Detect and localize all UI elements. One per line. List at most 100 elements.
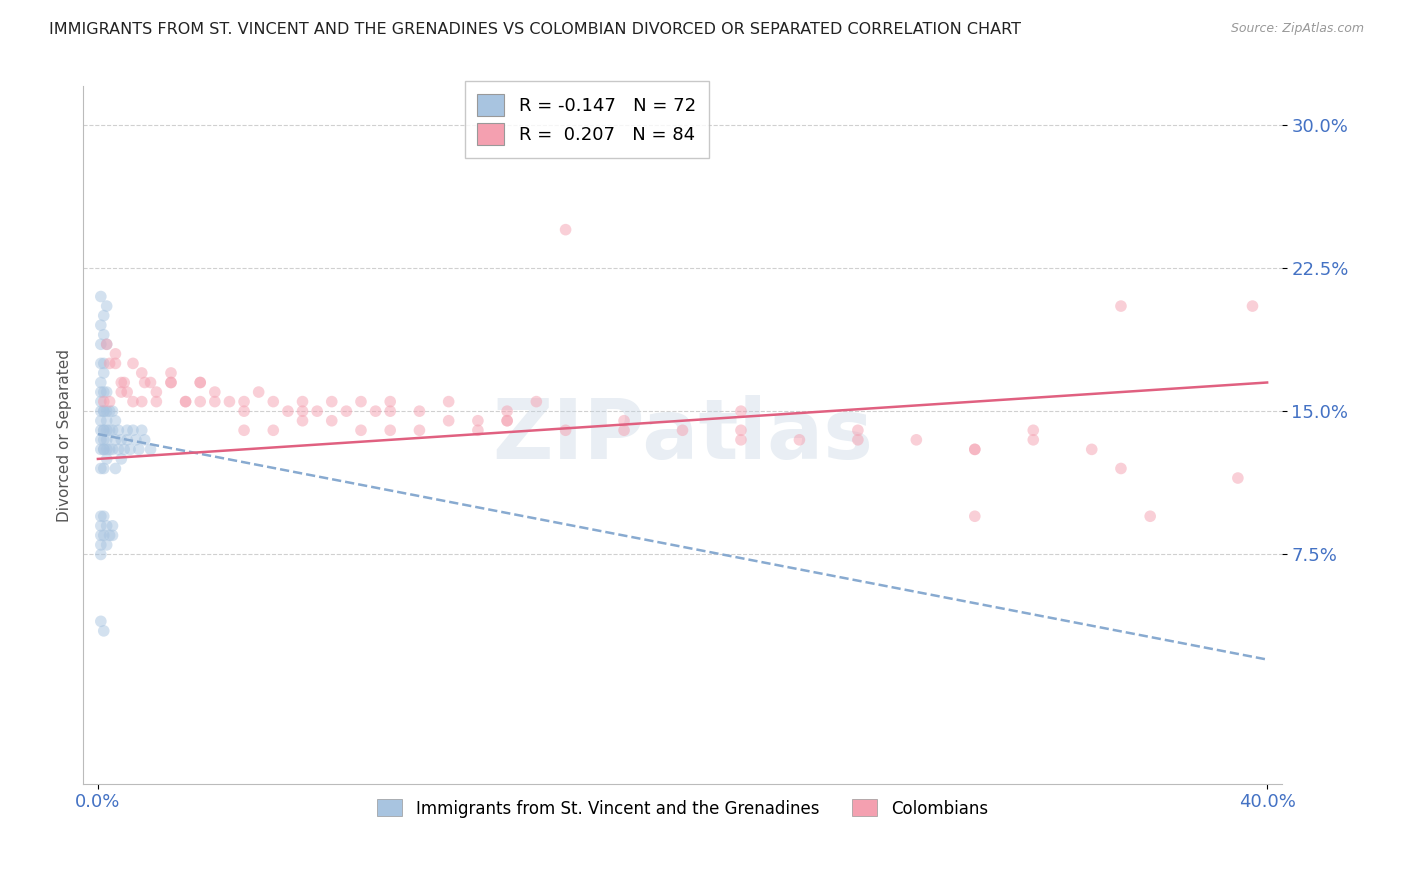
Point	[730, 433, 752, 447]
Point	[93, 404, 115, 418]
Point	[90, 385, 112, 400]
Point	[98, 442, 121, 457]
Point	[139, 442, 162, 457]
Point	[101, 528, 124, 542]
Point	[93, 423, 115, 437]
Point	[467, 414, 489, 428]
Point	[104, 433, 127, 447]
Point	[1080, 442, 1102, 457]
Point	[671, 423, 693, 437]
Point	[247, 385, 270, 400]
Point	[408, 404, 430, 418]
Point	[115, 385, 138, 400]
Point	[613, 423, 636, 437]
Point	[90, 337, 112, 351]
Point	[110, 376, 132, 390]
Point	[90, 442, 112, 457]
Point	[90, 433, 112, 447]
Point	[104, 347, 127, 361]
Point	[90, 394, 112, 409]
Point	[90, 548, 112, 562]
Point	[350, 394, 373, 409]
Point	[110, 451, 132, 466]
Point	[110, 385, 132, 400]
Point	[96, 337, 118, 351]
Point	[437, 414, 460, 428]
Point	[122, 394, 145, 409]
Point	[93, 461, 115, 475]
Point	[98, 528, 121, 542]
Point	[524, 394, 547, 409]
Point	[496, 414, 519, 428]
Point	[93, 442, 115, 457]
Point	[233, 423, 256, 437]
Point	[90, 376, 112, 390]
Point	[496, 404, 519, 418]
Point	[307, 404, 329, 418]
Point	[262, 394, 284, 409]
Point	[262, 423, 284, 437]
Point	[188, 376, 211, 390]
Point	[90, 538, 112, 552]
Point	[1022, 433, 1045, 447]
Point	[1241, 299, 1264, 313]
Point	[96, 423, 118, 437]
Point	[115, 423, 138, 437]
Point	[96, 414, 118, 428]
Point	[96, 385, 118, 400]
Point	[1109, 299, 1132, 313]
Point	[380, 404, 402, 418]
Point	[364, 404, 387, 418]
Point	[98, 356, 121, 370]
Point	[104, 356, 127, 370]
Point	[139, 376, 162, 390]
Point	[90, 461, 112, 475]
Point	[905, 433, 928, 447]
Point	[90, 414, 112, 428]
Point	[160, 366, 183, 380]
Point	[93, 433, 115, 447]
Point	[90, 423, 112, 437]
Point	[96, 337, 118, 351]
Point	[107, 442, 129, 457]
Point	[963, 509, 986, 524]
Point	[96, 442, 118, 457]
Point	[1139, 509, 1161, 524]
Point	[131, 394, 153, 409]
Text: ZIPatlas: ZIPatlas	[492, 394, 873, 475]
Point	[613, 414, 636, 428]
Point	[730, 404, 752, 418]
Point	[380, 423, 402, 437]
Point	[101, 423, 124, 437]
Point	[112, 442, 135, 457]
Point	[93, 404, 115, 418]
Point	[380, 394, 402, 409]
Point	[963, 442, 986, 457]
Point	[90, 318, 112, 333]
Point	[131, 423, 153, 437]
Point	[496, 414, 519, 428]
Point	[730, 423, 752, 437]
Point	[90, 509, 112, 524]
Point	[291, 394, 314, 409]
Point	[122, 423, 145, 437]
Text: Source: ZipAtlas.com: Source: ZipAtlas.com	[1230, 22, 1364, 36]
Point	[218, 394, 240, 409]
Point	[107, 423, 129, 437]
Point	[204, 394, 226, 409]
Point	[122, 356, 145, 370]
Point	[134, 376, 156, 390]
Point	[128, 442, 150, 457]
Point	[204, 385, 226, 400]
Point	[101, 404, 124, 418]
Point	[789, 433, 811, 447]
Point	[90, 404, 112, 418]
Point	[291, 404, 314, 418]
Y-axis label: Divorced or Separated: Divorced or Separated	[58, 349, 72, 522]
Point	[96, 538, 118, 552]
Point	[98, 423, 121, 437]
Point	[104, 461, 127, 475]
Point	[120, 442, 142, 457]
Point	[335, 404, 357, 418]
Point	[350, 423, 373, 437]
